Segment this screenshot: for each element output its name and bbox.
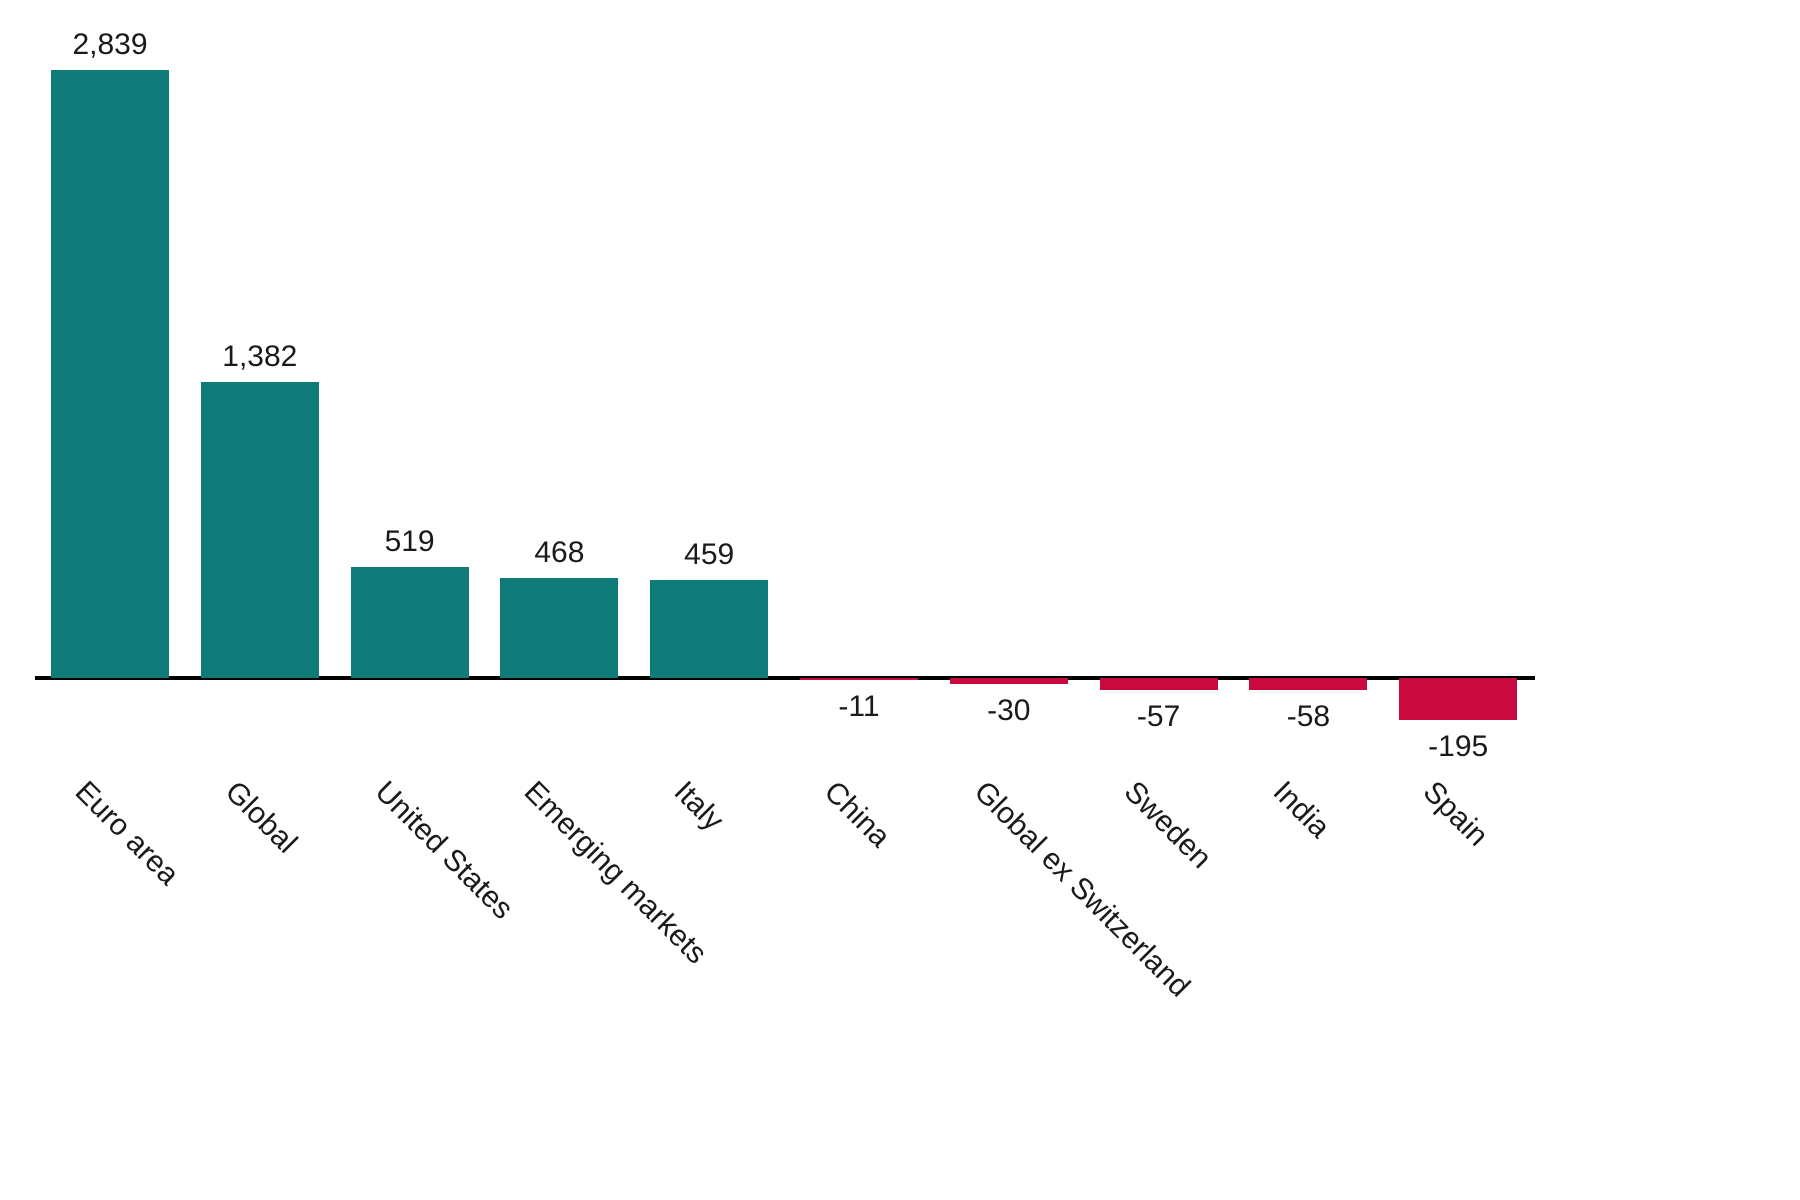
- bar: [1399, 678, 1518, 720]
- bar-value-label: -57: [1136, 700, 1181, 734]
- bar-value-label: 468: [534, 535, 585, 569]
- category-label: Spain: [1416, 775, 1495, 853]
- bar-value-label: 519: [384, 524, 435, 558]
- bar-value-label: -195: [1428, 729, 1489, 763]
- bar-value-label: -58: [1286, 700, 1331, 734]
- category-label: China: [817, 775, 897, 854]
- bar: [350, 566, 469, 678]
- bar-value-label: 1,382: [222, 340, 298, 374]
- bar: [1249, 678, 1368, 691]
- bar: [949, 678, 1068, 685]
- bar: [200, 382, 319, 678]
- category-label: Sweden: [1117, 775, 1218, 876]
- category-label: Italy: [667, 775, 731, 838]
- bar: [800, 678, 918, 681]
- category-label: United States: [368, 775, 519, 926]
- x-axis-line: [35, 676, 1535, 680]
- bar: [650, 579, 769, 678]
- category-label: Global: [218, 775, 304, 860]
- category-label: Euro area: [68, 775, 186, 892]
- bar-value-label: -11: [838, 690, 880, 724]
- bar: [500, 577, 619, 678]
- bar: [1099, 678, 1218, 691]
- bar-value-label: -30: [987, 694, 1031, 728]
- bar-value-label: 459: [684, 537, 735, 571]
- category-label: India: [1267, 775, 1337, 845]
- bar: [51, 70, 169, 678]
- bar-value-label: 2,839: [72, 28, 148, 61]
